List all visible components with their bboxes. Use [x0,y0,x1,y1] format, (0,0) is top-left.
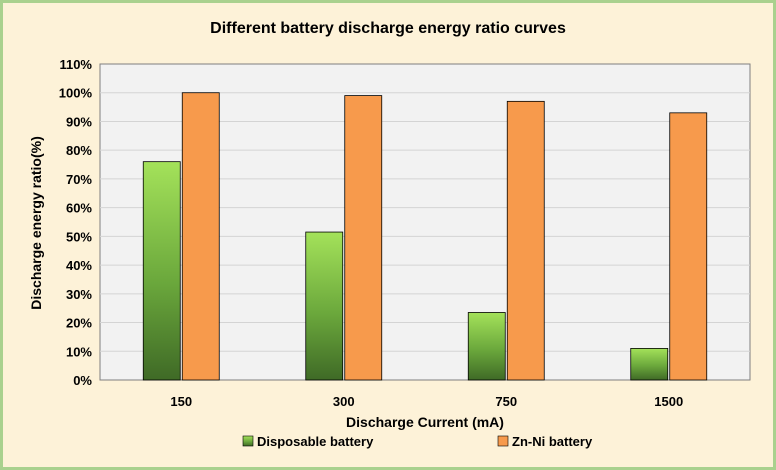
bar-znni [506,100,545,381]
y-tick-label: 40% [66,258,92,273]
x-tick-label: 150 [170,394,192,409]
legend-swatch-znni [497,435,509,447]
y-axis-ticks: 0% 10% 20% 30% 40% 50% 60% 70% 80% 90% 100% 110% [59,57,93,388]
x-tick-label: 750 [495,394,517,409]
y-tick-label: 100% [59,86,93,101]
bar-znni [344,95,383,381]
y-tick-label: 0% [73,373,92,388]
y-tick-label: 20% [66,316,92,331]
chart-svg: Different battery discharge energy ratio… [28,20,751,449]
legend-swatch-disposable [242,435,254,447]
x-axis-ticks: 150 300 750 1500 [170,394,683,409]
y-tick-label: 10% [66,344,92,359]
legend: Disposable battery Zn-Ni battery [242,434,593,449]
bars [142,92,708,381]
y-axis-label: Discharge energy ratio(%) [28,136,44,310]
legend-label-znni: Zn-Ni battery [512,434,593,449]
bar-znni [181,92,220,381]
bar-disposable [142,161,181,381]
chart-title: Different battery discharge energy ratio… [210,20,566,37]
y-tick-label: 30% [66,287,92,302]
x-tick-label: 1500 [654,394,683,409]
x-axis-label: Discharge Current (mA) [346,414,504,430]
y-tick-label: 90% [66,114,92,129]
x-tick-label: 300 [333,394,355,409]
bar-znni [669,112,708,381]
bar-disposable [305,231,344,381]
bar-disposable [630,347,669,381]
y-tick-label: 110% [59,57,92,72]
y-tick-label: 50% [66,229,92,244]
y-tick-label: 60% [66,201,92,216]
y-tick-label: 70% [66,172,92,187]
y-tick-label: 80% [66,143,92,158]
legend-label-disposable: Disposable battery [257,434,374,449]
bar-disposable [467,312,506,381]
